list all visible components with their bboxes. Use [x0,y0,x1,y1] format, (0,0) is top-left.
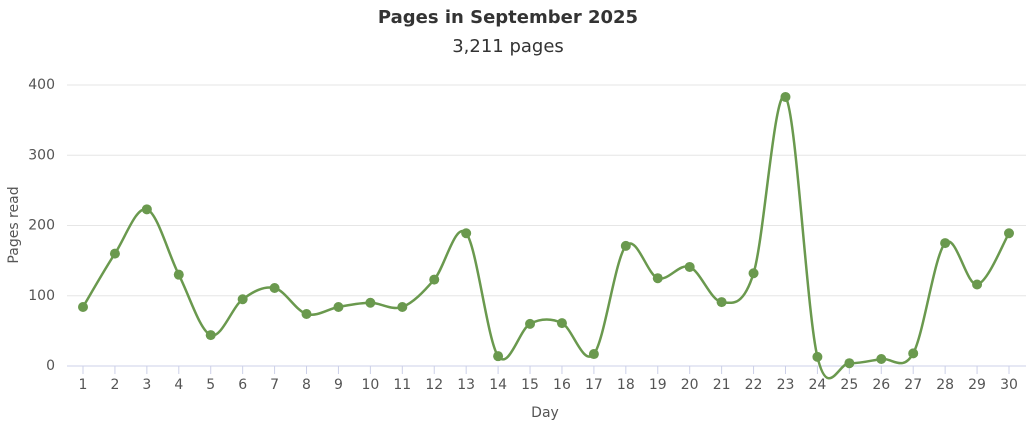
point [333,301,344,312]
x-tick-label: 17 [585,377,603,393]
point [237,294,248,305]
x-tick-label: 5 [206,377,215,393]
x-tick-label: 8 [302,377,311,393]
point [876,353,887,364]
point [301,309,312,320]
point [812,351,823,362]
line [81,95,1011,380]
x-axis-label: Day [531,405,559,421]
x-tick-label: 28 [936,377,954,393]
point [972,279,983,290]
x-tick-label: 25 [840,377,858,393]
x-tick-label: 15 [521,377,539,393]
y-tick-label: 200 [28,218,55,234]
point [141,204,152,215]
x-tick-label: 13 [457,377,475,393]
chart-subtitle: 3,211 pages [452,36,564,57]
x-tick-label: 20 [681,377,699,393]
x-tick-label: 11 [393,377,411,393]
point [397,301,408,312]
point [78,301,88,312]
x-tick-label: 27 [904,377,922,393]
x-tick-label: 16 [553,377,571,393]
point [716,297,727,308]
point [1004,228,1014,239]
y-tick-label: 400 [28,77,55,93]
x-tick-label: 2 [110,377,119,393]
point [269,283,280,294]
x-tick-label: 14 [489,377,507,393]
x-tick-label: 4 [174,377,183,393]
x-tick-label: 19 [649,377,667,393]
point [429,274,440,285]
x-tick-label: 30 [1000,377,1018,393]
point [173,269,184,280]
y-tick-label: 0 [46,358,55,374]
chart-title: Pages in September 2025 [378,7,638,28]
point [205,330,216,341]
x-tick-label: 6 [238,377,247,393]
point [844,358,855,369]
point [109,248,120,259]
point [940,238,951,249]
x-tick-label: 18 [617,377,635,393]
x-tick-label: 29 [968,377,986,393]
x-tick-label: 21 [713,377,731,393]
x-tick-label: 22 [745,377,763,393]
x-tick-label: 1 [79,377,88,393]
point [556,318,567,329]
y-tick-label: 100 [28,288,55,304]
x-tick-label: 24 [808,377,826,393]
y-tick-label: 300 [28,147,55,163]
y-axis-label: Pages read [6,186,22,263]
x-tick-label: 26 [872,377,890,393]
point [493,351,504,362]
x-tick-label: 9 [334,377,343,393]
point [525,318,536,329]
point [652,273,663,284]
point [588,349,599,360]
point [365,297,376,308]
point [620,240,631,251]
point [908,348,919,359]
point [684,261,695,272]
x-tick-label: 3 [142,377,151,393]
point [748,268,759,279]
x-tick-label: 7 [270,377,279,393]
x-tick-label: 10 [361,377,379,393]
x-tick-label: 12 [425,377,443,393]
point [780,91,791,102]
x-tick-label: 23 [777,377,795,393]
point [461,228,472,239]
